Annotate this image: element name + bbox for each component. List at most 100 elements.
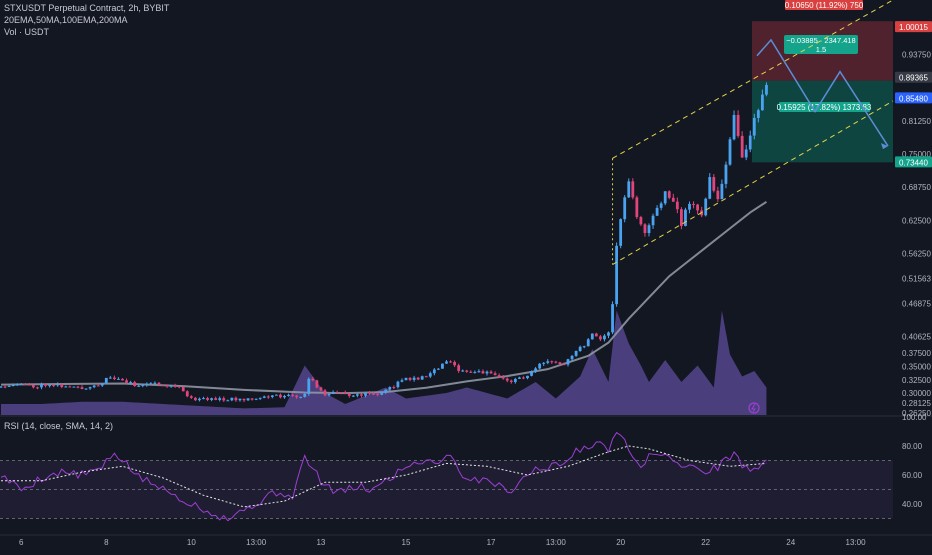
- candle-body: [372, 393, 375, 395]
- candle-body: [509, 380, 513, 383]
- rsi-legend[interactable]: RSI (14, close, SMA, 14, 2): [4, 421, 114, 431]
- candle-body: [266, 396, 270, 398]
- candle-body: [0, 386, 3, 388]
- price-mark-tag: 0.85480: [899, 94, 928, 103]
- candle-body: [756, 110, 760, 118]
- candle-body: [335, 392, 339, 394]
- candle-body: [64, 386, 68, 388]
- candle-body: [100, 383, 104, 386]
- candle-body: [477, 371, 481, 373]
- candle-body: [566, 359, 570, 365]
- candle-body: [27, 384, 31, 386]
- price-channel[interactable]: [612, 0, 894, 265]
- candle-body: [489, 371, 493, 374]
- candle-body: [319, 387, 323, 391]
- volume-area: [1, 310, 767, 415]
- candle-body: [631, 181, 635, 198]
- candle-body: [708, 177, 712, 199]
- candle-body: [607, 332, 610, 336]
- candle-body: [643, 224, 647, 234]
- candle-body: [258, 397, 262, 399]
- volume-legend[interactable]: Vol · USDT: [4, 27, 50, 37]
- candle-body: [712, 177, 716, 191]
- candle-body: [343, 392, 347, 394]
- lightning-icon[interactable]: [748, 402, 760, 414]
- time-tick-label: 8: [104, 538, 109, 547]
- target-label-bg[interactable]: [779, 102, 870, 112]
- candle-body: [740, 135, 744, 158]
- candle-body: [518, 377, 521, 379]
- projection-line[interactable]: [756, 38, 889, 147]
- time-tick-label: 13:00: [246, 538, 267, 547]
- candle-body: [40, 384, 43, 388]
- price-current-tag: 0.89365: [899, 74, 928, 83]
- candle-body: [501, 377, 505, 379]
- time-tick-label: 13: [316, 538, 325, 547]
- candle-body: [246, 398, 250, 401]
- candle-body: [696, 204, 699, 211]
- candle-body: [428, 373, 432, 377]
- risk-reward-bg[interactable]: [784, 35, 858, 54]
- price-high-tag-bg[interactable]: [895, 21, 932, 33]
- candle-body: [327, 394, 331, 396]
- candle-body: [400, 380, 404, 382]
- position-tool[interactable]: 0.10650 (11.92%) 750 −0.03885 · 2347.4181…: [752, 0, 893, 163]
- candle-body: [469, 371, 473, 373]
- candle-body: [546, 361, 550, 363]
- candle-body: [339, 392, 343, 394]
- candle-body: [11, 384, 15, 386]
- time-tick-label: 10: [187, 538, 196, 547]
- candle-body: [303, 393, 307, 397]
- grid-lines: [0, 415, 932, 536]
- candle-body: [3, 386, 7, 388]
- candle-body: [761, 94, 764, 111]
- price-tick-label: 0.37500: [902, 349, 931, 358]
- candle-body: [108, 377, 112, 379]
- channel-lower[interactable]: [612, 100, 894, 265]
- candle-body: [185, 391, 189, 397]
- candle-body: [449, 361, 452, 363]
- candle-body: [80, 387, 84, 390]
- candle-body: [121, 378, 124, 381]
- candle-body: [23, 383, 27, 385]
- candle-body: [684, 209, 687, 226]
- projection-path[interactable]: [756, 38, 889, 150]
- price-target-tag-bg[interactable]: [895, 156, 932, 168]
- price-tick-label: 0.81250: [902, 117, 931, 126]
- candle-body: [226, 400, 230, 402]
- candle-body: [396, 381, 400, 388]
- stop-label-bg[interactable]: [785, 0, 863, 10]
- candle-body: [635, 197, 639, 218]
- price-current-tag-bg[interactable]: [895, 71, 932, 83]
- candle-body: [586, 339, 590, 347]
- time-tick-label: 6: [19, 538, 24, 547]
- price-tick-label: 0.68750: [902, 183, 931, 192]
- candle-body: [76, 386, 80, 388]
- candle-body: [222, 398, 226, 401]
- candle-body: [736, 114, 740, 136]
- candle-body: [238, 398, 242, 401]
- symbol-title[interactable]: STXUSDT Perpetual Contract, 2h, BYBIT: [4, 3, 170, 13]
- indicator-legend[interactable]: 20EMA,50MA,100EMA,200MA: [4, 15, 128, 25]
- price-mark-tag-bg[interactable]: [895, 92, 932, 104]
- candle-body: [416, 377, 420, 380]
- candle-body: [558, 362, 562, 365]
- candle-body: [692, 203, 695, 205]
- candle-body: [347, 393, 351, 396]
- rsi-line: [0, 431, 767, 522]
- candle-body: [129, 382, 132, 384]
- candle-body: [627, 181, 631, 198]
- candle-body: [92, 385, 96, 388]
- candle-body: [15, 383, 19, 385]
- stop-label: 0.10650 (11.92%) 750: [785, 1, 864, 10]
- candle-body: [283, 395, 286, 398]
- candle-body: [32, 385, 35, 388]
- take-profit-zone[interactable]: [752, 80, 893, 163]
- candle-body: [453, 361, 456, 366]
- ratio-label: 1.5: [816, 45, 826, 54]
- price-tick-label: 0.28125: [902, 399, 931, 408]
- candle-body: [299, 396, 303, 398]
- candle-body: [542, 362, 546, 364]
